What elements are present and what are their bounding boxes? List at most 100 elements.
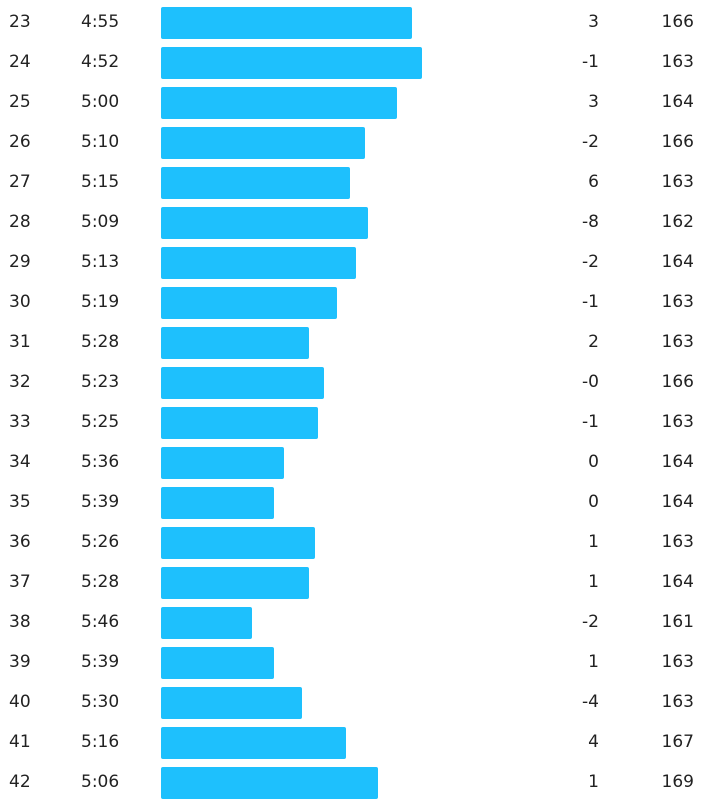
split-row: 31 5:28 2 163 <box>0 322 721 362</box>
pace-bar-track <box>161 727 491 759</box>
split-pace: 5:25 <box>81 412 120 432</box>
split-elevation: 0 <box>588 492 599 512</box>
split-km: 41 <box>9 732 31 752</box>
pace-bar-track <box>161 367 491 399</box>
pace-bar-track <box>161 207 491 239</box>
pace-bar <box>161 487 274 519</box>
split-pace: 5:28 <box>81 572 120 592</box>
split-heart-rate: 162 <box>661 212 694 232</box>
split-km: 23 <box>9 12 31 32</box>
split-row: 40 5:30 -4 163 <box>0 682 721 722</box>
split-pace: 5:23 <box>81 372 120 392</box>
split-elevation: -8 <box>582 212 599 232</box>
split-heart-rate: 164 <box>661 92 694 112</box>
pace-bar <box>161 527 315 559</box>
pace-bar <box>161 727 346 759</box>
split-row: 33 5:25 -1 163 <box>0 402 721 442</box>
split-pace: 5:46 <box>81 612 120 632</box>
split-elevation: -1 <box>582 292 599 312</box>
pace-bar <box>161 327 309 359</box>
split-elevation: -4 <box>582 692 599 712</box>
split-heart-rate: 166 <box>661 12 694 32</box>
split-heart-rate: 163 <box>661 692 694 712</box>
pace-bar-track <box>161 527 491 559</box>
split-row: 37 5:28 1 164 <box>0 562 721 602</box>
split-heart-rate: 164 <box>661 252 694 272</box>
pace-bar <box>161 127 365 159</box>
split-elevation: 0 <box>588 452 599 472</box>
split-heart-rate: 163 <box>661 52 694 72</box>
split-heart-rate: 163 <box>661 652 694 672</box>
split-pace: 5:15 <box>81 172 120 192</box>
split-pace: 5:39 <box>81 652 120 672</box>
split-elevation: 3 <box>588 12 599 32</box>
split-heart-rate: 163 <box>661 332 694 352</box>
pace-bar-track <box>161 767 491 799</box>
pace-bar-track <box>161 87 491 119</box>
pace-bar <box>161 7 412 39</box>
split-row: 26 5:10 -2 166 <box>0 122 721 162</box>
pace-bar <box>161 447 284 479</box>
split-elevation: 6 <box>588 172 599 192</box>
split-row: 29 5:13 -2 164 <box>0 242 721 282</box>
split-km: 32 <box>9 372 31 392</box>
split-elevation: 1 <box>588 532 599 552</box>
pace-bar <box>161 647 274 679</box>
split-heart-rate: 169 <box>661 772 694 792</box>
pace-bar <box>161 287 337 319</box>
split-pace: 5:26 <box>81 532 120 552</box>
split-km: 31 <box>9 332 31 352</box>
pace-bar-track <box>161 127 491 159</box>
split-row: 38 5:46 -2 161 <box>0 602 721 642</box>
pace-bar-track <box>161 407 491 439</box>
pace-bar-track <box>161 647 491 679</box>
split-row: 30 5:19 -1 163 <box>0 282 721 322</box>
split-heart-rate: 166 <box>661 372 694 392</box>
split-row: 34 5:36 0 164 <box>0 442 721 482</box>
pace-bar <box>161 767 378 799</box>
split-heart-rate: 163 <box>661 532 694 552</box>
split-elevation: 1 <box>588 772 599 792</box>
split-pace: 4:55 <box>81 12 120 32</box>
split-km: 28 <box>9 212 31 232</box>
pace-bar-track <box>161 487 491 519</box>
split-km: 42 <box>9 772 31 792</box>
split-heart-rate: 163 <box>661 172 694 192</box>
split-elevation: -2 <box>582 612 599 632</box>
split-pace: 5:00 <box>81 92 120 112</box>
split-row: 39 5:39 1 163 <box>0 642 721 682</box>
split-pace: 5:28 <box>81 332 120 352</box>
split-km: 25 <box>9 92 31 112</box>
split-heart-rate: 166 <box>661 132 694 152</box>
pace-bar <box>161 167 350 199</box>
split-elevation: -2 <box>582 252 599 272</box>
split-pace: 5:06 <box>81 772 120 792</box>
pace-bar-track <box>161 167 491 199</box>
pace-bar-track <box>161 607 491 639</box>
split-elevation: 2 <box>588 332 599 352</box>
split-heart-rate: 163 <box>661 412 694 432</box>
split-row: 25 5:00 3 164 <box>0 82 721 122</box>
pace-bar-track <box>161 687 491 719</box>
pace-bar <box>161 687 302 719</box>
pace-bar <box>161 367 324 399</box>
split-km: 34 <box>9 452 31 472</box>
split-pace: 5:36 <box>81 452 120 472</box>
split-row: 27 5:15 6 163 <box>0 162 721 202</box>
pace-bar <box>161 47 422 79</box>
split-km: 24 <box>9 52 31 72</box>
split-row: 35 5:39 0 164 <box>0 482 721 522</box>
split-elevation: 4 <box>588 732 599 752</box>
split-pace: 5:39 <box>81 492 120 512</box>
split-pace: 5:19 <box>81 292 120 312</box>
split-row: 28 5:09 -8 162 <box>0 202 721 242</box>
split-row: 24 4:52 -1 163 <box>0 42 721 82</box>
split-km: 40 <box>9 692 31 712</box>
split-elevation: -2 <box>582 132 599 152</box>
pace-bar <box>161 407 318 439</box>
split-km: 27 <box>9 172 31 192</box>
split-heart-rate: 167 <box>661 732 694 752</box>
split-elevation: -1 <box>582 412 599 432</box>
split-km: 30 <box>9 292 31 312</box>
